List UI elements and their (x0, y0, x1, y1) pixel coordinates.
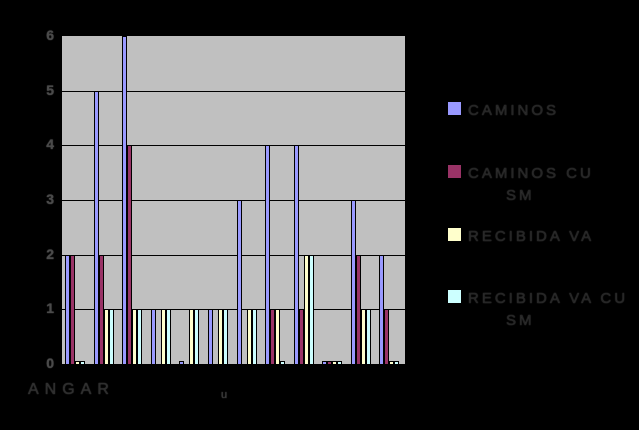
bar (379, 255, 385, 364)
bar-group (122, 36, 143, 364)
y-tick-label: 1 (46, 300, 54, 317)
bar (65, 255, 70, 364)
y-tick-label: 3 (46, 191, 54, 207)
bar (122, 36, 128, 364)
bar (298, 309, 304, 364)
bar-group (65, 255, 85, 364)
x-axis-label-fragment: u (221, 389, 228, 401)
bar-group (293, 145, 314, 364)
gridline (62, 145, 405, 147)
bar (236, 200, 242, 364)
y-tick-label: 2 (46, 245, 54, 262)
bar (327, 361, 333, 364)
legend-label: CAMINOS CU SM (468, 165, 594, 204)
bar (127, 145, 133, 364)
y-tick-label: 6 (46, 27, 54, 43)
bar (189, 309, 195, 364)
bar (222, 309, 228, 364)
bar (194, 309, 200, 364)
gridline (62, 254, 405, 256)
gridline (62, 90, 405, 92)
bar (150, 309, 156, 364)
bar (332, 361, 338, 364)
bar (179, 361, 185, 364)
bar-group (265, 145, 286, 364)
legend-swatch (447, 227, 462, 242)
legend-label: CAMINOS (468, 102, 560, 119)
bar (103, 309, 109, 364)
plot-area (61, 35, 406, 365)
bar-group (236, 200, 257, 364)
gridline (62, 309, 405, 311)
bar (270, 309, 276, 364)
bar (246, 309, 252, 364)
bar (265, 145, 271, 364)
bar (355, 255, 361, 364)
bar (293, 145, 299, 364)
bar (108, 309, 114, 364)
legend-label: RECIBIDA VA CU SM (468, 290, 629, 329)
bar (70, 255, 75, 364)
bar (360, 309, 366, 364)
legend-entry: CAMINOS CU SM (447, 163, 594, 207)
bar (350, 200, 356, 364)
bar-group (93, 91, 114, 364)
bar (308, 255, 314, 364)
bar (80, 361, 85, 364)
legend-entry: CAMINOS (447, 100, 559, 122)
bar (322, 361, 328, 364)
bar-group (322, 361, 343, 364)
bar-group (150, 309, 171, 364)
legend-label: RECIBIDA VA (468, 228, 595, 245)
bar (303, 255, 309, 364)
y-tick-label: 0 (46, 355, 54, 371)
bar-group (350, 200, 371, 364)
bar (251, 309, 257, 364)
y-tick-label: 4 (46, 136, 54, 153)
bar (394, 361, 400, 364)
y-axis: 6 5 4 3 2 1 0 (18, 0, 54, 430)
bar (280, 361, 286, 364)
legend-entry: RECIBIDA VA (447, 226, 594, 248)
bar-group (207, 309, 228, 364)
bar-group (379, 255, 400, 364)
bar (217, 309, 223, 364)
bar (165, 309, 171, 364)
legend-swatch (447, 101, 462, 116)
bar (384, 309, 390, 364)
bar (137, 309, 143, 364)
gridline (62, 200, 405, 201)
legend-swatch (447, 164, 462, 179)
bar (93, 91, 99, 364)
bar (132, 309, 138, 364)
x-axis-label: ANGAR (28, 381, 115, 398)
bar (389, 361, 395, 364)
bar (365, 309, 371, 364)
bar (98, 255, 104, 364)
bar (207, 309, 213, 364)
y-tick-label: 5 (46, 81, 54, 98)
legend-swatch (447, 289, 462, 304)
bar (275, 309, 281, 364)
legend-entry: RECIBIDA VA CU SM (447, 288, 628, 332)
bar (75, 361, 80, 364)
bar (160, 309, 166, 364)
bar (337, 361, 343, 364)
bar-groups (62, 36, 405, 364)
bar-group (179, 309, 200, 364)
